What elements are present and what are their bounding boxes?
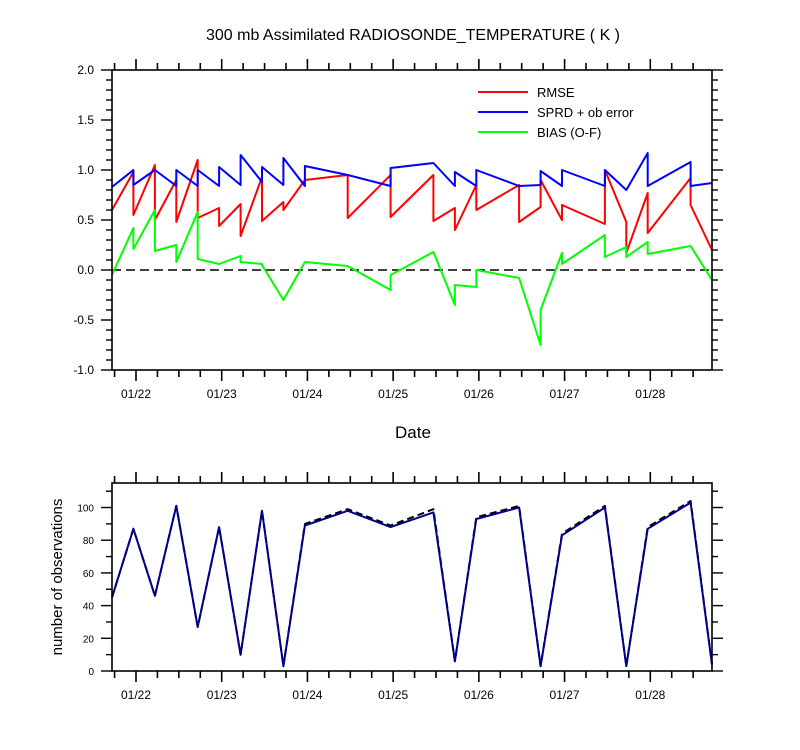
legend: RMSE SPRD + ob error BIAS (O-F) [478,85,634,140]
x-tick-label: 01/24 [292,387,322,401]
x-tick-label: 01/22 [121,688,151,702]
bottom-panel: number of observations 01/22 01/23 01/24 01… [49,472,723,702]
series-line-bias-o-f [111,209,713,346]
y-tick-label: 60 [83,569,95,580]
chart-title: 300 mb Assimilated RADIOSONDE_TEMPERATUR… [206,27,620,44]
y-axis-label: number of observations [49,499,66,656]
y-tick-label: 0.5 [77,213,94,227]
y-tick-label: 0.0 [77,263,94,277]
y-tick-label: 1.5 [77,113,94,127]
x-tick-label: 01/28 [635,387,665,401]
legend-label: RMSE [537,85,575,100]
legend-label: BIAS (O-F) [537,125,601,140]
y-tick-label: 1.0 [77,163,94,177]
bottom-axes-ticks: 01/22 01/23 01/24 01/25 01/26 01/27 01/28 0 20 40… [77,472,723,702]
y-tick-label: -1.0 [73,363,94,377]
x-tick-label: 01/23 [207,688,237,702]
x-tick-label: 01/24 [292,688,322,702]
x-tick-label: 01/27 [550,688,580,702]
x-axis-label: Date [395,423,431,442]
x-tick-label: 01/23 [207,387,237,401]
x-tick-label: 01/25 [378,387,408,401]
y-tick-label: 40 [83,602,95,613]
top-plot-frame [111,69,713,371]
top-axes-ticks: 01/22 01/23 01/24 01/25 01/26 01/27 01/28 -1.0 -… [73,59,723,401]
x-tick-label: 01/25 [378,688,408,702]
y-tick-label: -0.5 [73,313,94,327]
x-tick-label: 01/26 [464,387,494,401]
top-series [111,152,713,346]
y-tick-label: 100 [77,504,94,515]
y-tick-label: 20 [83,634,95,645]
top-panel: 300 mb Assimilated RADIOSONDE_TEMPERATUR… [73,27,723,442]
y-tick-label: 2.0 [77,63,94,77]
series-line-sprd-ob-error [111,152,713,191]
x-tick-label: 01/26 [464,688,494,702]
bottom-series [111,500,713,668]
y-tick-label: 0 [88,667,94,678]
series-line-assimilated [111,501,713,668]
y-tick-label: 80 [83,536,95,547]
x-tick-label: 01/27 [550,387,580,401]
x-tick-label: 01/22 [121,387,151,401]
x-tick-label: 01/28 [635,688,665,702]
bottom-plot-frame [111,482,713,672]
legend-label: SPRD + ob error [537,105,634,120]
